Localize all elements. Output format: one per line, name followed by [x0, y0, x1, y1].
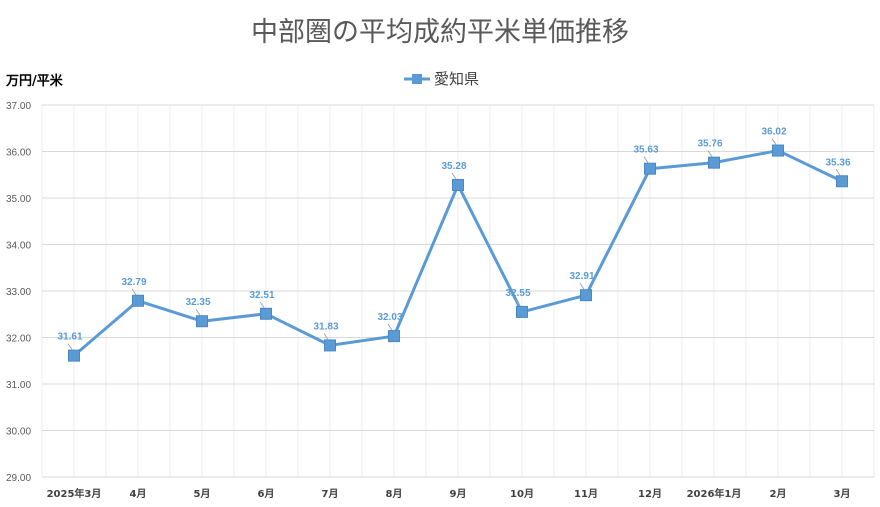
y-tick-label: 37.00	[6, 101, 31, 112]
data-label-leader	[387, 323, 393, 331]
x-tick-label: 2月	[770, 488, 787, 500]
x-tick-label: 9月	[450, 488, 467, 500]
data-label-leader	[579, 282, 585, 290]
data-label-leader	[643, 156, 649, 163]
y-tick-label: 31.00	[6, 380, 31, 391]
data-label-leader	[451, 172, 457, 180]
data-point-marker	[580, 289, 592, 302]
data-label: 32.51	[249, 290, 274, 301]
data-label: 36.02	[761, 127, 786, 138]
x-tick-label: 5月	[194, 488, 211, 500]
data-label-leader	[707, 150, 713, 157]
data-label-leader	[323, 333, 329, 340]
x-tick-label: 3月	[834, 488, 851, 500]
data-point-marker	[708, 156, 720, 169]
y-tick-label: 29.00	[6, 473, 31, 484]
y-tick-label: 34.00	[6, 241, 31, 252]
data-label: 32.91	[569, 271, 594, 282]
data-label: 35.76	[697, 139, 722, 150]
data-label: 35.36	[825, 157, 850, 168]
x-tick-label: 11月	[574, 488, 598, 500]
data-point-marker	[324, 339, 336, 352]
legend: 愛知県	[404, 68, 479, 89]
data-label-leader	[771, 138, 777, 145]
y-tick-label: 35.00	[6, 194, 31, 205]
data-label: 35.63	[633, 145, 658, 156]
x-tick-label: 10月	[510, 488, 534, 500]
data-label: 32.79	[121, 277, 146, 288]
data-point-marker	[196, 315, 208, 328]
chart-title: 中部圏の平均成約平米単価推移	[251, 17, 629, 48]
data-point-marker	[132, 294, 144, 307]
data-label: 31.61	[57, 332, 82, 343]
data-point-marker	[772, 144, 784, 157]
data-point-marker	[260, 307, 272, 320]
data-label-leader	[259, 301, 265, 309]
y-tick-label: 30.00	[6, 427, 31, 438]
data-label-leader	[515, 299, 521, 307]
x-tick-label: 2026年1月	[687, 487, 742, 500]
data-point-marker	[644, 162, 656, 175]
data-label: 31.83	[313, 321, 338, 332]
data-point-marker	[452, 178, 464, 191]
data-label-leader	[131, 288, 137, 296]
data-label: 32.55	[505, 288, 530, 299]
x-tick-label: 6月	[258, 488, 275, 500]
y-axis-label: 万円/平米	[6, 74, 63, 89]
data-label: 32.03	[377, 312, 402, 323]
legend-label: 愛知県	[434, 70, 480, 88]
data-point-marker	[836, 175, 848, 188]
data-point-marker	[68, 349, 80, 362]
x-tick-label: 4月	[130, 488, 147, 500]
x-tick-label: 8月	[386, 488, 403, 500]
data-point-marker	[388, 330, 400, 343]
x-tick-label: 7月	[322, 488, 339, 500]
y-tick-label: 32.00	[6, 334, 31, 345]
x-tick-label: 12月	[638, 488, 662, 500]
x-tick-label: 2025年3月	[47, 487, 102, 500]
legend-marker-icon	[404, 73, 430, 84]
data-point-marker	[516, 305, 528, 318]
y-tick-label: 36.00	[6, 148, 31, 159]
data-label-leader	[195, 308, 201, 316]
data-label-leader	[835, 168, 841, 176]
y-tick-label: 33.00	[6, 287, 31, 298]
data-label-leader	[67, 343, 73, 350]
data-label: 32.35	[185, 297, 210, 308]
data-label: 35.28	[441, 161, 466, 172]
